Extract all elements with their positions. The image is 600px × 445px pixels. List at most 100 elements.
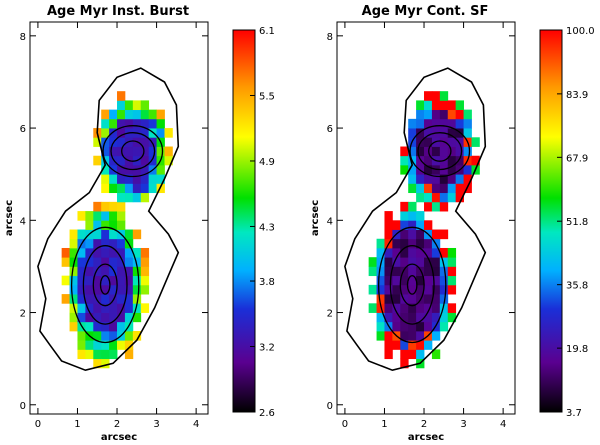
pixel bbox=[132, 275, 142, 286]
pixel bbox=[376, 238, 385, 249]
pixel bbox=[424, 174, 433, 184]
y-ticks: 0 2 4 6 8 bbox=[327, 32, 515, 412]
y-tick-label: 0 bbox=[327, 401, 333, 412]
pixel bbox=[400, 229, 409, 240]
pixel bbox=[140, 284, 150, 295]
pixel bbox=[424, 321, 433, 332]
pixel bbox=[439, 257, 449, 267]
pixel bbox=[109, 146, 118, 157]
pixel bbox=[376, 284, 385, 295]
pixel bbox=[101, 349, 110, 360]
pixel bbox=[439, 109, 449, 120]
pixel bbox=[69, 275, 78, 286]
pixel bbox=[109, 321, 118, 332]
pixel bbox=[117, 192, 126, 203]
pixel bbox=[93, 155, 102, 166]
pixel bbox=[109, 349, 118, 360]
pixel bbox=[384, 247, 393, 258]
pixel bbox=[400, 247, 409, 258]
pixel bbox=[447, 257, 457, 267]
pixel bbox=[384, 312, 393, 323]
pixel bbox=[109, 211, 118, 221]
contour bbox=[70, 226, 140, 344]
pixel bbox=[384, 211, 393, 221]
pixel bbox=[109, 118, 118, 129]
x-tick-label: 3 bbox=[460, 419, 466, 430]
pixel bbox=[132, 118, 142, 129]
plot-frame bbox=[336, 21, 516, 415]
contours bbox=[37, 67, 180, 372]
pixel bbox=[140, 247, 150, 258]
pixel bbox=[124, 303, 134, 313]
colorbar-ticks: 100.0 83.9 67.9 51.8 35.8 19.8 3.7 bbox=[557, 26, 595, 419]
pixel bbox=[124, 229, 134, 240]
pixel bbox=[93, 303, 102, 313]
pixel bbox=[85, 257, 94, 267]
pixel bbox=[439, 229, 449, 240]
pixel bbox=[117, 238, 126, 249]
pixel bbox=[455, 137, 464, 147]
pixel bbox=[431, 294, 441, 304]
pixel bbox=[400, 340, 409, 350]
pixel bbox=[376, 247, 385, 258]
pixel bbox=[132, 284, 142, 295]
pixel bbox=[93, 312, 102, 323]
pixel bbox=[93, 247, 102, 258]
x-tick-label: 1 bbox=[381, 419, 387, 430]
pixel bbox=[109, 201, 118, 212]
pixel bbox=[124, 349, 134, 360]
pixel bbox=[463, 164, 472, 175]
pixel bbox=[109, 229, 118, 240]
pixel bbox=[408, 174, 417, 184]
pixel bbox=[392, 303, 401, 313]
pixel bbox=[431, 109, 441, 120]
pixel bbox=[101, 220, 110, 230]
colorbar-tick-label: 3.7 bbox=[566, 408, 582, 419]
pixel bbox=[424, 303, 433, 313]
pixel bbox=[117, 109, 126, 120]
pixel bbox=[439, 303, 449, 313]
contour bbox=[377, 226, 447, 344]
pixel bbox=[101, 164, 110, 175]
pixel bbox=[77, 294, 86, 304]
pixel bbox=[132, 303, 142, 313]
pixel bbox=[416, 247, 425, 258]
pixel bbox=[109, 183, 118, 194]
pixel bbox=[424, 266, 433, 277]
pixel bbox=[124, 284, 134, 295]
pixel bbox=[424, 275, 433, 286]
pixel bbox=[455, 155, 464, 166]
pixel bbox=[408, 229, 417, 240]
pixel bbox=[384, 294, 393, 304]
pixel bbox=[431, 266, 441, 277]
pixel bbox=[376, 312, 385, 323]
pixel bbox=[124, 257, 134, 267]
pixel bbox=[117, 100, 126, 111]
pixel bbox=[85, 340, 94, 350]
pixel bbox=[408, 238, 417, 249]
pixel bbox=[101, 229, 110, 240]
pixel bbox=[447, 312, 457, 323]
pixel bbox=[156, 174, 165, 184]
pixel bbox=[424, 238, 433, 249]
pixel bbox=[109, 128, 118, 138]
pixel bbox=[101, 303, 110, 313]
pixel bbox=[376, 266, 385, 277]
pixel bbox=[455, 183, 464, 194]
colorbar-tick-label: 100.0 bbox=[566, 26, 595, 37]
pixel bbox=[463, 118, 472, 129]
pixel bbox=[140, 146, 150, 157]
pixel bbox=[424, 155, 433, 166]
pixel bbox=[384, 303, 393, 313]
colorbar-ticks: 6.1 5.5 4.9 4.3 3.8 3.2 2.6 bbox=[250, 26, 275, 419]
pixel bbox=[124, 330, 134, 341]
panel-title: Age Myr Inst. Burst bbox=[47, 4, 189, 19]
pixel bbox=[93, 257, 102, 267]
pixel bbox=[117, 155, 126, 166]
pixel bbox=[447, 128, 457, 138]
pixel bbox=[384, 266, 393, 277]
pixel bbox=[69, 238, 78, 249]
pixel bbox=[431, 100, 441, 111]
pixel bbox=[61, 294, 70, 304]
pixel bbox=[447, 109, 457, 120]
